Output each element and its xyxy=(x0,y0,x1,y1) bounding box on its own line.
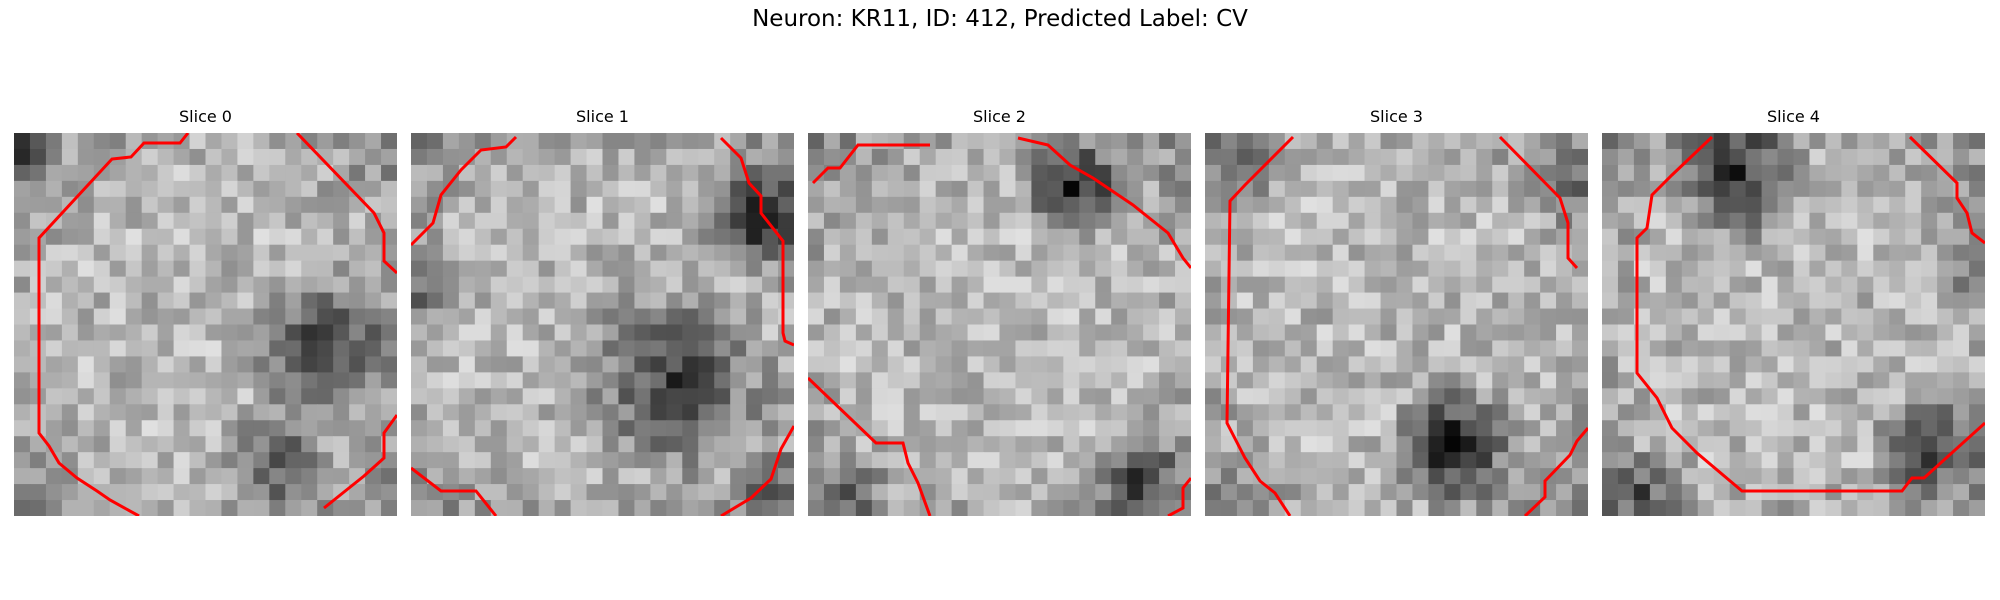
roi-contour xyxy=(719,136,794,347)
roi-contour xyxy=(1908,135,1985,245)
roi-contour xyxy=(720,425,794,516)
roi-contour xyxy=(1167,477,1191,516)
roi-contour xyxy=(1498,135,1579,270)
roi-contour xyxy=(411,466,498,516)
slice-title: Slice 2 xyxy=(973,107,1026,126)
slice-image xyxy=(1602,133,1985,516)
slice-title: Slice 3 xyxy=(1370,107,1423,126)
slice-image xyxy=(808,133,1191,516)
slice-panel-3: Slice 3 xyxy=(1205,107,1588,516)
roi-contour xyxy=(808,376,932,516)
figure-title: Neuron: KR11, ID: 412, Predicted Label: … xyxy=(752,6,1248,32)
roi-contour xyxy=(1635,135,1985,493)
roi-contour xyxy=(37,133,190,516)
slice-image xyxy=(14,133,397,516)
roi-contour xyxy=(323,414,397,510)
slice-panel-2: Slice 2 xyxy=(808,107,1191,516)
slice-title: Slice 4 xyxy=(1767,107,1820,126)
slice-image xyxy=(1205,133,1588,516)
slice-title: Slice 1 xyxy=(576,107,629,126)
slice-panel-0: Slice 0 xyxy=(14,107,397,516)
slice-panel-1: Slice 1 xyxy=(411,107,794,516)
slice-title: Slice 0 xyxy=(179,107,232,126)
slice-panel-4: Slice 4 xyxy=(1602,107,1985,516)
roi-contour xyxy=(1225,135,1295,516)
roi-contour xyxy=(411,135,518,247)
roi-contour xyxy=(1017,136,1191,269)
roi-contour xyxy=(1523,427,1588,516)
slice-image xyxy=(411,133,794,516)
roi-contour xyxy=(295,133,397,275)
roi-contour xyxy=(811,143,930,185)
